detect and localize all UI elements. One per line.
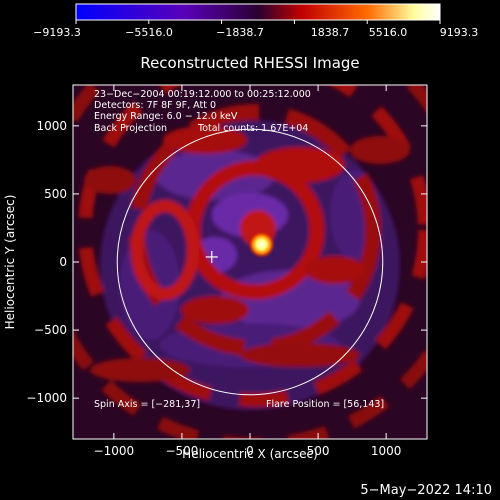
colorbar-gradient (75, 3, 441, 21)
y-axis-label: Heliocentric Y (arcsec) (3, 195, 17, 330)
y-tick-label: 1000 (36, 119, 67, 133)
colorbar-tick-label: −5516.0 (125, 26, 173, 39)
x-tick-label: 500 (307, 444, 330, 458)
x-tick-label: 0 (246, 444, 254, 458)
solar-limb-circle (116, 128, 384, 396)
colorbar-tick-label: 1838.7 (311, 26, 350, 39)
y-tick-label: 0 (59, 255, 67, 269)
annotation-energy-range: Energy Range: 6.0 − 12.0 keV (94, 111, 238, 122)
annotation-flare-position: Flare Position = [56,143] (266, 399, 384, 410)
annotation-time-range: 23−Dec−2004 00:19:12.000 to 00:25:12.000 (94, 89, 311, 100)
x-tick-label: 1000 (371, 444, 402, 458)
spin-axis-marker (205, 250, 218, 263)
colorbar: −9193.3 −5516.0 −1838.7 1838.7 5516.0 91… (33, 3, 479, 39)
annotation-detectors: Detectors: 7F 8F 9F, Att 0 (94, 100, 216, 111)
annotation-spin-axis: Spin Axis = [−281,37] (94, 399, 200, 410)
colorbar-tick-label: −1838.7 (216, 26, 264, 39)
x-tick-label: −1000 (94, 444, 135, 458)
y-tick-label: −1000 (26, 391, 67, 405)
chart-title: Reconstructed RHESSI Image (140, 54, 359, 72)
y-tick-label: 500 (44, 187, 67, 201)
annotation-total-counts: Total counts: 1.67E+04 (197, 123, 308, 134)
y-tick-label: −500 (34, 323, 67, 337)
colorbar-tick-label: −9193.3 (33, 26, 81, 39)
date-stamp: 5−May−2022 14:10 (360, 483, 492, 498)
flare-peak-source (247, 230, 276, 259)
colorbar-tick-label: 5516.0 (369, 26, 408, 39)
x-tick-label: −500 (165, 444, 198, 458)
x-axis (113, 85, 387, 439)
y-axis (73, 125, 427, 399)
annotation-method: Back Projection (94, 123, 167, 134)
rhessi-image (73, 85, 427, 439)
x-axis-label: Heliocentric X (arcsec) (182, 447, 318, 461)
backprojection-pattern (73, 85, 427, 439)
colorbar-tick-label: 9193.3 (440, 26, 479, 39)
